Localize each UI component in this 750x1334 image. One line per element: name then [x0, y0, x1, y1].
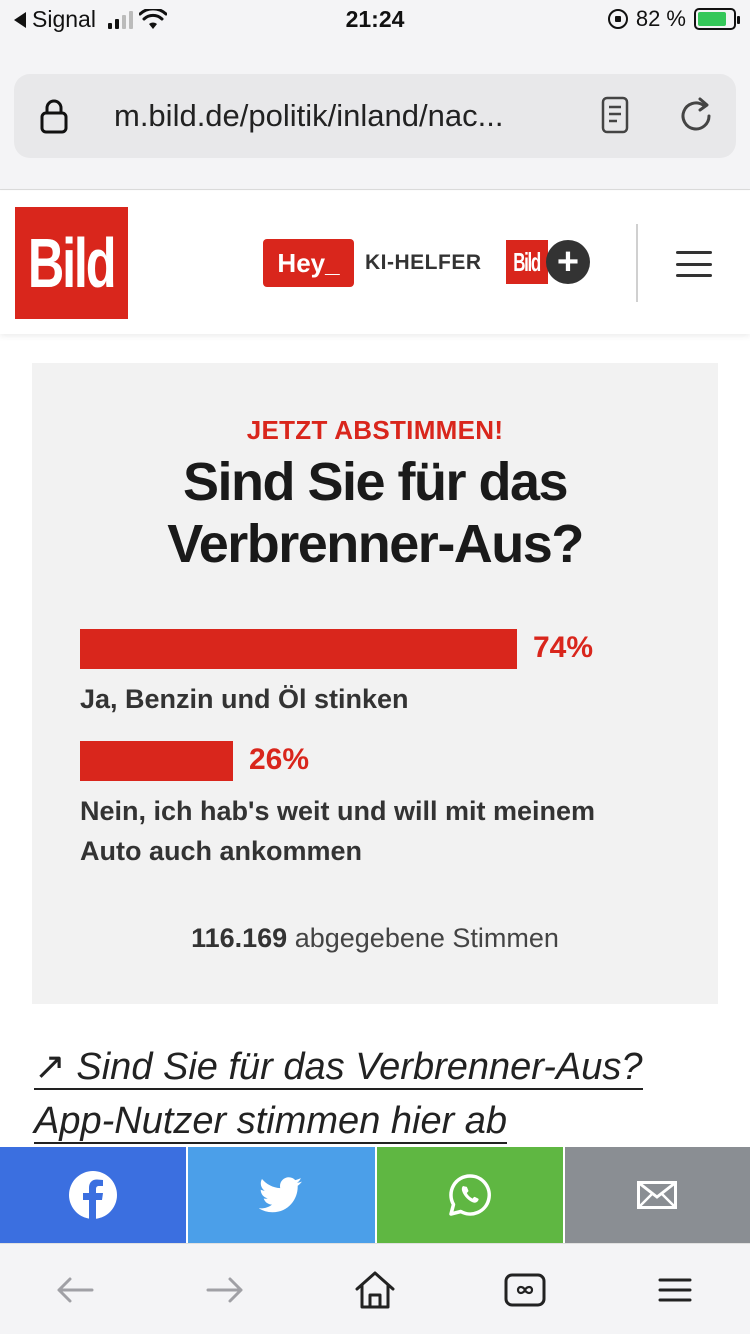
address-bar[interactable]: m.bild.de/politik/inland/nac...	[14, 74, 736, 158]
wifi-icon	[138, 8, 167, 29]
signal-strength-icon	[107, 10, 133, 29]
menu-icon	[658, 1278, 692, 1302]
poll-option-label: Ja, Benzin und Öl stinken	[80, 684, 409, 714]
share-bar	[0, 1147, 750, 1243]
mail-icon	[637, 1181, 678, 1209]
reader-mode-icon[interactable]	[601, 96, 629, 134]
vote-count-label: abgegebene Stimmen	[294, 923, 559, 953]
tabs-button[interactable]	[503, 1270, 547, 1310]
battery-icon	[694, 8, 740, 30]
back-arrow-icon	[57, 1277, 94, 1303]
hamburger-menu-icon[interactable]	[676, 251, 712, 277]
clock: 21:24	[345, 6, 405, 32]
share-twitter-button[interactable]	[187, 1147, 375, 1243]
bildplus-logo[interactable]: Bild +	[506, 240, 594, 284]
poll-card: JETZT ABSTIMMEN! Sind Sie für das Verbre…	[32, 363, 718, 1004]
facebook-icon	[68, 1171, 117, 1219]
home-button[interactable]	[353, 1270, 397, 1310]
back-button[interactable]	[53, 1270, 97, 1310]
poll-vote-count: 116.169 abgegebene Stimmen	[32, 923, 718, 954]
poll-option-label: Nein, ich hab's weit und will mit meinem…	[80, 796, 596, 866]
status-right: 82 %	[607, 6, 740, 32]
poll-percent: 26%	[249, 743, 310, 776]
bild-logo[interactable]: Bild	[15, 207, 128, 319]
carrier-label: Signal	[32, 6, 96, 32]
bildplus-logo-text: Bild	[513, 246, 542, 277]
back-to-app-icon[interactable]	[14, 11, 26, 28]
status-left: Signal	[14, 6, 167, 33]
poll-percent: 74%	[533, 631, 594, 664]
hey-ki-button[interactable]: Hey_	[263, 239, 354, 287]
app-poll-link-text[interactable]: ↗ Sind Sie für das Verbrenner-Aus? App-N…	[34, 1046, 643, 1144]
poll-kicker: JETZT ABSTIMMEN!	[246, 415, 504, 445]
status-bar: Signal 21:24 82 %	[0, 0, 750, 44]
url-text[interactable]: m.bild.de/politik/inland/nac...	[114, 98, 504, 133]
ki-helfer-label[interactable]: KI-HELFER	[365, 251, 482, 274]
bild-logo-text: Bild	[28, 224, 117, 302]
poll-result-bar	[80, 741, 233, 781]
orientation-lock-icon	[607, 9, 628, 29]
twitter-icon	[259, 1177, 303, 1213]
menu-button[interactable]	[653, 1270, 697, 1310]
tabs-icon	[504, 1273, 546, 1307]
forward-arrow-icon	[206, 1277, 243, 1303]
battery-percent: 82 %	[635, 6, 686, 31]
share-whatsapp-button[interactable]	[377, 1147, 563, 1243]
forward-button[interactable]	[203, 1270, 247, 1310]
whatsapp-icon	[448, 1174, 491, 1216]
home-icon	[355, 1271, 395, 1309]
browser-toolbar	[0, 1243, 750, 1334]
plus-icon: +	[546, 240, 590, 284]
browser-chrome: m.bild.de/politik/inland/nac...	[0, 44, 750, 190]
vote-count-number: 116.169	[191, 923, 288, 953]
poll-question: Sind Sie für das Verbrenner-Aus?	[167, 452, 584, 574]
share-mail-button[interactable]	[564, 1147, 750, 1243]
site-header: Bild Hey_ KI-HELFER Bild +	[0, 191, 750, 334]
share-facebook-button[interactable]	[0, 1147, 186, 1243]
lock-icon	[40, 99, 68, 134]
poll-result-bar	[80, 629, 517, 669]
app-poll-link[interactable]: ↗ Sind Sie für das Verbrenner-Aus? App-N…	[34, 1040, 714, 1148]
reload-icon[interactable]	[676, 96, 716, 136]
header-divider	[636, 224, 638, 302]
